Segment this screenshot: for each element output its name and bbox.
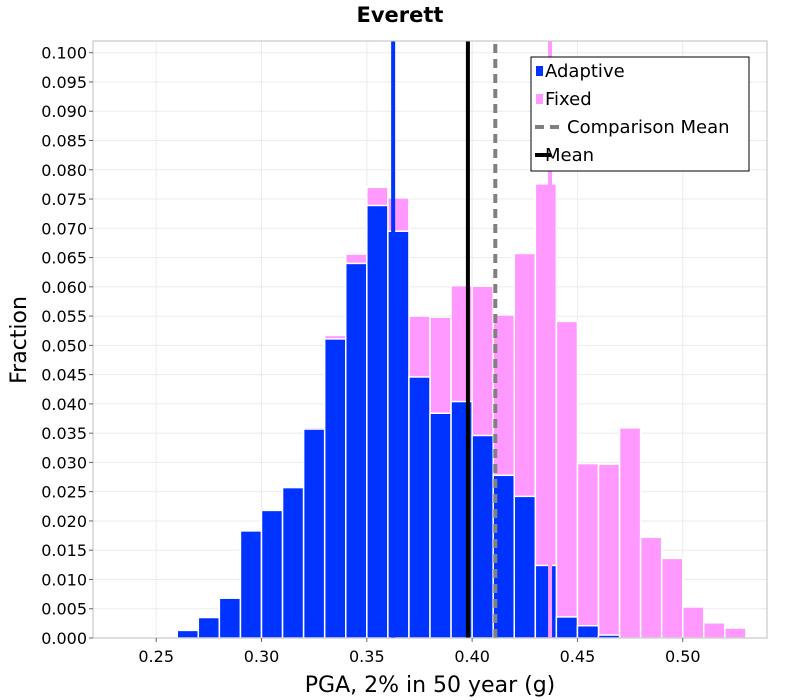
fixed-bar <box>682 606 705 639</box>
y-tick-label: 0.005 <box>41 600 87 619</box>
x-axis-ticks: 0.25 0.30 0.35 0.40 0.45 0.50 <box>138 638 701 666</box>
adaptive-bar <box>555 616 579 639</box>
y-tick-label: 0.020 <box>41 512 87 531</box>
y-tick-label: 0.100 <box>41 44 87 63</box>
y-tick-label: 0.025 <box>41 483 87 502</box>
y-tick-label: 0.030 <box>41 453 87 472</box>
y-tick-label: 0.000 <box>41 629 87 648</box>
fixed-bar <box>724 627 747 639</box>
y-axis-ticks: 0.000 0.005 0.010 0.015 0.020 0.025 0.030 0.035… <box>41 44 93 648</box>
fixed-bar <box>639 536 663 639</box>
adaptive-bar <box>239 530 263 639</box>
fixed-bar <box>660 557 684 639</box>
y-tick-label: 0.070 <box>41 219 87 238</box>
y-tick-label: 0.010 <box>41 570 87 589</box>
adaptive-bar <box>366 204 389 639</box>
y-tick-label: 0.095 <box>41 73 87 92</box>
y-tick-label: 0.035 <box>41 424 87 443</box>
adaptive-bar <box>176 629 200 639</box>
fixed-bar <box>703 622 726 639</box>
y-tick-label: 0.055 <box>41 307 87 326</box>
x-axis-label: PGA, 2% in 50 year (g) <box>305 673 556 698</box>
adaptive-bar <box>218 597 242 639</box>
legend-swatch <box>536 94 543 104</box>
y-tick-label: 0.045 <box>41 366 87 385</box>
legend: Adaptive Fixed Comparison Mean Mean <box>530 56 750 172</box>
x-tick-label: 0.45 <box>560 647 596 666</box>
legend-label: Mean <box>545 145 594 166</box>
legend-label: Adaptive <box>545 61 625 82</box>
adaptive-bar <box>260 509 284 639</box>
fixed-bar <box>576 462 600 639</box>
adaptive-bar <box>429 412 452 639</box>
legend-label: Fixed <box>545 89 592 110</box>
adaptive-bar <box>513 495 537 639</box>
legend-swatch <box>536 66 543 76</box>
adaptive-bar <box>576 624 600 639</box>
fixed-bar <box>618 427 642 639</box>
legend-box <box>530 56 750 172</box>
y-tick-label: 0.015 <box>41 541 87 560</box>
adaptive-bar <box>281 486 305 639</box>
adaptive-bar <box>471 434 494 639</box>
x-tick-label: 0.40 <box>454 647 490 666</box>
y-tick-label: 0.075 <box>41 190 87 209</box>
x-tick-label: 0.25 <box>138 647 174 666</box>
x-tick-label: 0.35 <box>349 647 385 666</box>
x-tick-label: 0.50 <box>665 647 701 666</box>
adaptive-bar <box>387 230 410 639</box>
x-tick-label: 0.30 <box>244 647 280 666</box>
y-tick-label: 0.065 <box>41 249 87 268</box>
adaptive-bar <box>408 376 431 639</box>
adaptive-bar <box>323 338 347 639</box>
adaptive-series-bars <box>155 204 621 639</box>
y-tick-label: 0.090 <box>41 102 87 121</box>
fixed-bar <box>597 463 621 639</box>
fixed-bar <box>555 320 579 639</box>
adaptive-bar <box>534 564 558 639</box>
y-axis-label: Fraction <box>7 296 32 384</box>
legend-label: Comparison Mean <box>567 117 730 138</box>
adaptive-bar <box>345 262 368 639</box>
y-tick-label: 0.050 <box>41 336 87 355</box>
y-tick-label: 0.080 <box>41 161 87 180</box>
y-tick-label: 0.040 <box>41 395 87 414</box>
y-tick-label: 0.085 <box>41 132 87 151</box>
plot-frame <box>92 40 768 639</box>
y-tick-label: 0.060 <box>41 278 87 297</box>
chart-title: Everett <box>357 3 444 27</box>
adaptive-bar <box>197 616 221 639</box>
adaptive-bar <box>302 428 326 639</box>
